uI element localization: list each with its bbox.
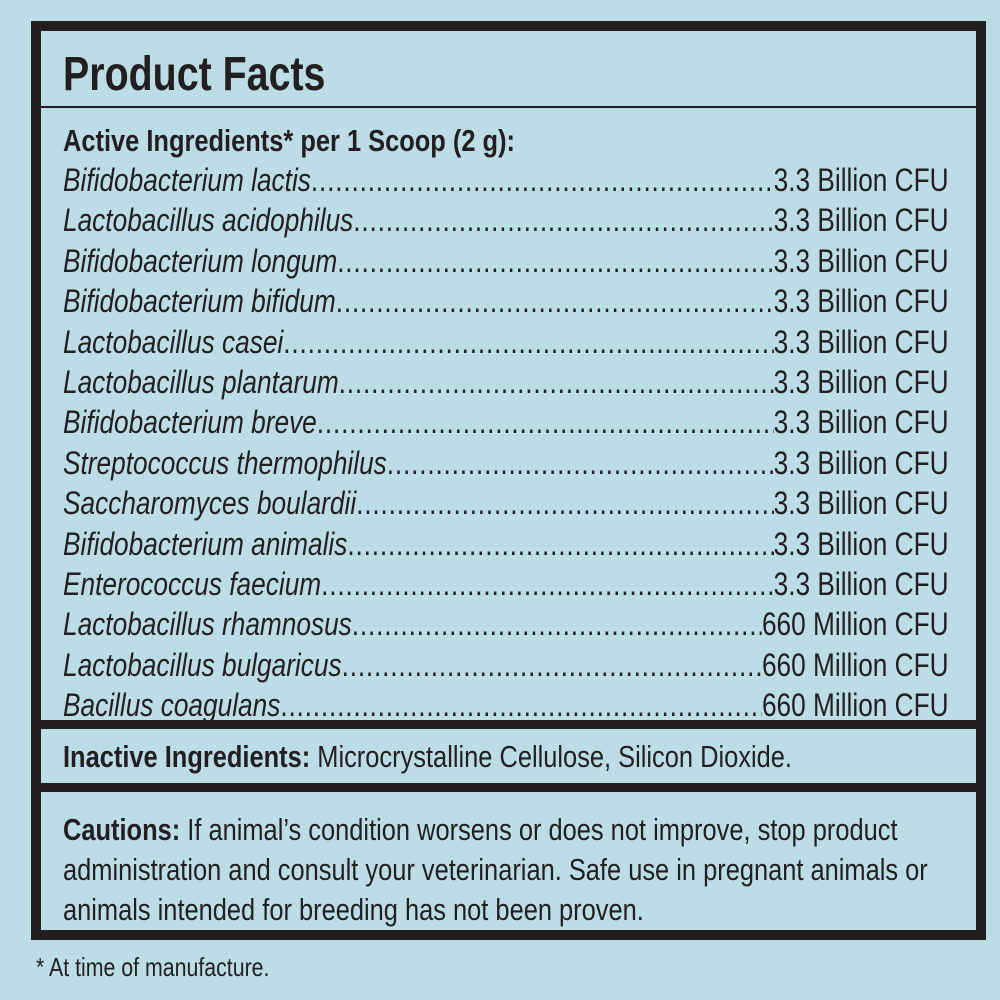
cautions-label: Cautions:: [63, 812, 181, 847]
ingredient-name: Lactobacillus casei: [63, 323, 284, 360]
ingredient-name: Bifidobacterium bifidum: [63, 283, 336, 320]
ingredient-amount: 3.3 Billion CFU: [773, 485, 949, 522]
dot-leader: [352, 604, 762, 644]
ingredient-row: Bifidobacterium animalis 3.3 Billion CFU: [63, 524, 949, 564]
ingredient-amount: 3.3 Billion CFU: [773, 283, 949, 320]
ingredient-row: Bacillus coagulans 660 Million CFU: [63, 685, 949, 725]
ingredient-amount: 660 Million CFU: [761, 606, 949, 643]
ingredient-name: Bifidobacterium lactis: [63, 162, 311, 198]
ingredient-amount: 3.3 Billion CFU: [773, 525, 949, 562]
cautions-text: If animal’s condition worsens or does no…: [63, 812, 928, 927]
ingredient-amount: 3.3 Billion CFU: [773, 404, 949, 441]
ingredient-name: Bifidobacterium breve: [63, 404, 317, 441]
inactive-text: Microcrystalline Cellulose, Silicon Diox…: [310, 739, 792, 774]
dot-leader: [321, 564, 773, 604]
ingredient-name: Bifidobacterium longum: [63, 242, 338, 279]
inactive-ingredients: Inactive Ingredients: Microcrystalline C…: [63, 737, 949, 777]
dot-leader: [317, 402, 774, 442]
dot-leader: [339, 362, 774, 402]
ingredient-amount: 3.3 Billion CFU: [773, 444, 949, 481]
ingredient-name: Lactobacillus acidophilus: [63, 202, 354, 239]
dot-leader: [337, 241, 773, 281]
ingredient-name: Enterococcus faecium: [63, 565, 322, 602]
footnote: * At time of manufacture.: [36, 952, 270, 982]
dot-leader: [356, 483, 773, 523]
section-divider: [41, 783, 976, 792]
dot-leader: [311, 160, 774, 200]
ingredient-row: Bifidobacterium breve 3.3 Billion CFU: [63, 402, 949, 442]
panel-title: Product Facts: [63, 48, 326, 101]
title-divider: [41, 106, 976, 108]
ingredient-row: Lactobacillus acidophilus 3.3 Billion CFU: [63, 200, 949, 240]
section-divider: [41, 720, 976, 729]
ingredient-name: Lactobacillus plantarum: [63, 363, 339, 400]
ingredient-list: Bifidobacterium lactis3.3 Billion CFULac…: [63, 160, 949, 725]
ingredient-name: Saccharomyces boulardii: [63, 485, 357, 522]
ingredient-row: Lactobacillus rhamnosus 660 Million CFU: [63, 604, 949, 644]
ingredient-name: Streptococcus thermophilus: [63, 444, 387, 481]
dot-leader: [347, 524, 773, 564]
ingredient-amount: 3.3 Billion CFU: [773, 162, 949, 198]
dot-leader: [353, 200, 773, 240]
ingredient-amount: 3.3 Billion CFU: [773, 202, 949, 239]
ingredient-amount: 660 Million CFU: [761, 687, 949, 724]
ingredient-row: Lactobacillus casei 3.3 Billion CFU: [63, 322, 949, 362]
ingredient-row: Bifidobacterium longum 3.3 Billion CFU: [63, 241, 949, 281]
ingredient-amount: 660 Million CFU: [761, 646, 949, 683]
ingredient-row: Saccharomyces boulardii 3.3 Billion CFU: [63, 483, 949, 523]
ingredient-row: Lactobacillus plantarum 3.3 Billion CFU: [63, 362, 949, 402]
ingredient-row: Lactobacillus bulgaricus 660 Million CFU: [63, 645, 949, 685]
product-facts-panel: Product Facts Active Ingredients* per 1 …: [31, 21, 986, 940]
dot-leader: [283, 322, 773, 362]
ingredient-row: Bifidobacterium lactis 3.3 Billion CFU: [63, 160, 949, 200]
cautions: Cautions: If animal’s condition worsens …: [63, 810, 981, 930]
dot-leader: [342, 645, 762, 685]
ingredient-row: Enterococcus faecium 3.3 Billion CFU: [63, 564, 949, 604]
ingredient-amount: 3.3 Billion CFU: [773, 323, 949, 360]
dot-leader: [387, 443, 774, 483]
ingredient-name: Lactobacillus rhamnosus: [63, 606, 352, 643]
ingredient-row: Bifidobacterium bifidum 3.3 Billion CFU: [63, 281, 949, 321]
ingredient-row: Streptococcus thermophilus 3.3 Billion CF…: [63, 443, 949, 483]
ingredient-amount: 3.3 Billion CFU: [773, 565, 949, 602]
inactive-label: Inactive Ingredients:: [63, 739, 311, 774]
ingredient-name: Lactobacillus bulgaricus: [63, 646, 342, 683]
ingredient-amount: 3.3 Billion CFU: [773, 363, 949, 400]
ingredient-name: Bacillus coagulans: [63, 687, 281, 724]
dot-leader: [336, 281, 774, 321]
active-ingredients-header: Active Ingredients* per 1 Scoop (2 g):: [63, 123, 515, 158]
ingredient-amount: 3.3 Billion CFU: [773, 242, 949, 279]
ingredient-name: Bifidobacterium animalis: [63, 525, 348, 562]
